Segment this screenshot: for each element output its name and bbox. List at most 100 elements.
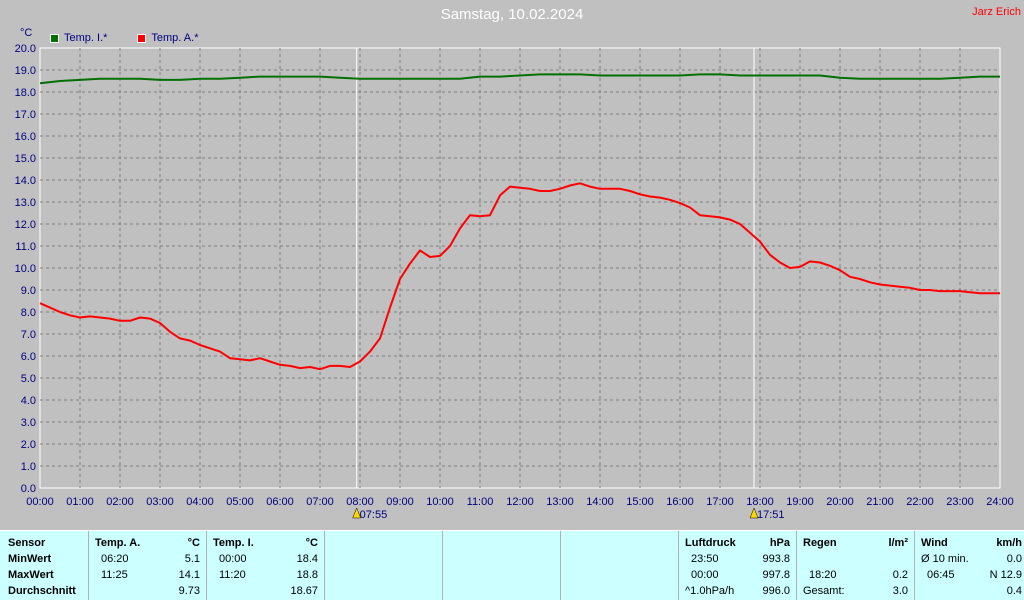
legend-item-inside: Temp. I.* <box>50 32 107 44</box>
y-tick-label: 8.0 <box>21 307 36 319</box>
y-tick-label: 15.0 <box>15 153 36 165</box>
x-tick-label: 00:00 <box>26 496 54 508</box>
y-tick-label: 11.0 <box>15 241 36 253</box>
sunset-label: 17:51 <box>757 509 785 521</box>
col-empty-2 <box>442 531 560 600</box>
x-tick-label: 02:00 <box>106 496 134 508</box>
pressure-avg: 996.0 <box>762 585 790 597</box>
temp-a-avg: 9.73 <box>178 585 200 597</box>
legend-item-outside: Temp. A.* <box>137 32 198 44</box>
temp-i-avg: 18.67 <box>290 585 318 597</box>
temp-a-min-time: 06:20 <box>101 553 129 565</box>
x-tick-label: 16:00 <box>666 496 694 508</box>
col-empty-1 <box>324 531 442 600</box>
row-label-max: MaxWert <box>8 569 54 581</box>
temp-a-min-val: 5.1 <box>184 553 200 565</box>
x-tick-label: 09:00 <box>386 496 414 508</box>
x-tick-label: 17:00 <box>706 496 734 508</box>
wind-max-val: N 12.9 <box>989 569 1022 581</box>
y-tick-label: 20.0 <box>15 43 36 55</box>
temp-a-max-val: 14.1 <box>178 569 200 581</box>
author-label: Jarz Erich <box>972 6 1021 18</box>
x-tick-label: 08:00 <box>346 496 374 508</box>
legend-label-outside: Temp. A.* <box>151 32 199 44</box>
y-tick-label: 16.0 <box>15 131 36 143</box>
x-tick-label: 21:00 <box>866 496 894 508</box>
x-tick-label: 03:00 <box>146 496 174 508</box>
col-wind: Wind km/h Ø 10 min. 0.0 06:45 N 12.9 0.4 <box>914 531 1024 600</box>
rain-max-val: 0.2 <box>892 569 908 581</box>
x-tick-label: 01:00 <box>66 496 94 508</box>
sunset-icon <box>749 507 759 519</box>
wind-header: Wind <box>921 537 948 549</box>
col-pressure: Luftdruck hPa 23:50 993.8 00:00 997.8 ^1… <box>678 531 796 600</box>
x-tick-label: 15:00 <box>626 496 654 508</box>
pressure-header: Luftdruck <box>685 537 736 549</box>
rain-total: 3.0 <box>892 585 908 597</box>
y-tick-label: 19.0 <box>15 65 36 77</box>
col-temp-a: Temp. A. °C 06:20 5.1 11:25 14.1 9.73 <box>88 531 206 600</box>
y-tick-label: 17.0 <box>15 109 36 121</box>
temp-i-min-val: 18.4 <box>296 553 318 565</box>
y-tick-label: 5.0 <box>21 373 36 385</box>
x-tick-label: 10:00 <box>426 496 454 508</box>
rain-total-label: Gesamt: <box>803 585 845 597</box>
temp-i-header: Temp. I. <box>213 537 254 549</box>
temp-a-unit: °C <box>187 537 200 549</box>
y-tick-label: 2.0 <box>21 439 36 451</box>
y-tick-label: 6.0 <box>21 351 36 363</box>
pressure-max-time: 00:00 <box>691 569 719 581</box>
wind-max-time: 06:45 <box>927 569 955 581</box>
y-tick-label: 9.0 <box>21 285 36 297</box>
pressure-min-val: 993.8 <box>762 553 790 565</box>
pressure-max-val: 997.8 <box>762 569 790 581</box>
legend-label-inside: Temp. I.* <box>64 32 108 44</box>
col-rain: Regen l/m² 18:20 0.2 Gesamt: 3.0 <box>796 531 914 600</box>
temp-i-max-time: 11:20 <box>219 569 246 581</box>
x-tick-label: 22:00 <box>906 496 934 508</box>
wind-avg-val: 0.0 <box>1006 553 1022 565</box>
y-tick-label: 0.0 <box>21 483 36 495</box>
y-tick-label: 3.0 <box>21 417 36 429</box>
y-tick-label: 13.0 <box>15 197 36 209</box>
x-tick-label: 19:00 <box>786 496 814 508</box>
rain-unit: l/m² <box>888 537 908 549</box>
wind-avg: 0.4 <box>1006 585 1022 597</box>
y-tick-label: 7.0 <box>21 329 36 341</box>
temp-i-min-time: 00:00 <box>219 553 247 565</box>
series-line-inside <box>39 73 1000 85</box>
y-tick-label: 10.0 <box>15 263 36 275</box>
x-tick-label: 18:00 <box>746 496 774 508</box>
wind-unit: km/h <box>996 537 1022 549</box>
temp-a-max-time: 11:25 <box>101 569 128 581</box>
col-empty-3 <box>560 531 678 600</box>
y-axis-unit: °C <box>20 27 33 39</box>
legend: Temp. I.* Temp. A.* <box>50 32 198 44</box>
y-tick-label: 1.0 <box>21 461 36 473</box>
col-temp-i: Temp. I. °C 00:00 18.4 11:20 18.8 18.67 <box>206 531 324 600</box>
sunrise-icon <box>352 507 362 519</box>
y-tick-label: 4.0 <box>21 395 36 407</box>
x-tick-label: 05:00 <box>226 496 254 508</box>
temp-i-unit: °C <box>305 537 318 549</box>
legend-swatch-outside <box>137 33 147 43</box>
x-tick-label: 23:00 <box>946 496 974 508</box>
legend-swatch-inside <box>50 33 59 43</box>
x-tick-label: 14:00 <box>586 496 614 508</box>
x-tick-label: 06:00 <box>266 496 294 508</box>
x-tick-label: 13:00 <box>546 496 574 508</box>
temp-a-header: Temp. A. <box>95 537 141 549</box>
x-tick-label: 07:00 <box>306 496 334 508</box>
y-tick-label: 18.0 <box>15 87 36 99</box>
pressure-min-time: 23:50 <box>691 553 719 565</box>
y-tick-label: 14.0 <box>15 175 36 187</box>
series-line-outside <box>39 182 1000 371</box>
rain-header: Regen <box>803 537 837 549</box>
x-tick-label: 24:00 <box>986 496 1014 508</box>
sensor-header: Sensor <box>8 537 46 549</box>
row-label-avg: Durchschnitt <box>8 585 76 597</box>
temperature-chart: 0.0 1.0 2.0 3.0 4.0 5.0 6.0 7.0 8.0 9.0 10.0 11.0 12… <box>15 43 1014 521</box>
page-title: Samstag, 10.02.2024 <box>440 6 584 23</box>
pressure-unit: hPa <box>769 537 790 549</box>
sunrise-label: 07:55 <box>360 509 388 521</box>
